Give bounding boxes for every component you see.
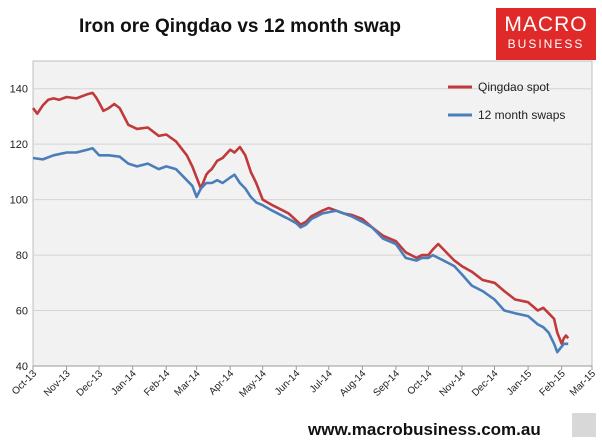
y-tick-label: 40	[16, 361, 28, 373]
grid-lines	[33, 88, 592, 312]
x-tick-label: Jan-14	[109, 368, 139, 398]
x-tick-label: Mar-14	[173, 368, 203, 398]
brand-logo: MACRO BUSINESS	[496, 8, 596, 60]
legend-label: Qingdao spot	[478, 80, 550, 94]
logo-line-macro: MACRO	[504, 13, 588, 36]
wolf-logo-icon	[572, 413, 596, 437]
x-tick-label: Nov-13	[42, 368, 73, 399]
x-tick-label: Mar-15	[568, 368, 598, 398]
plot-area	[32, 60, 593, 367]
x-tick-label: Aug-14	[338, 368, 369, 399]
x-tick-label: Jun-14	[273, 368, 303, 398]
x-tick-label: Apr-14	[207, 368, 236, 397]
x-axis: Oct-13 Nov-13 Dec-13 Jan-14 Feb-14 Mar-14 Apr-…	[10, 365, 598, 400]
x-tick-label: Dec-14	[470, 368, 501, 399]
legend-label: 12 month swaps	[478, 108, 565, 122]
series-line-qingdao-spot	[31, 91, 570, 346]
y-axis: 40 60 80 100 120 140	[10, 84, 28, 373]
y-tick-label: 120	[10, 139, 28, 151]
x-tick-label: May-14	[237, 368, 269, 400]
logo-line-business: BUSINESS	[507, 37, 585, 51]
footer-url: www.macrobusiness.com.au	[308, 420, 541, 439]
y-tick-label: 60	[16, 306, 28, 318]
series-line-12-month-swaps	[32, 147, 569, 354]
y-tick-label: 80	[16, 250, 28, 262]
y-tick-label: 140	[10, 84, 28, 96]
series-lines	[31, 91, 570, 354]
x-tick-label: Jan-15	[505, 368, 535, 398]
x-tick-label: Nov-14	[438, 368, 469, 399]
x-tick-label: Jul-14	[308, 368, 335, 395]
x-tick-label: Sep-14	[371, 368, 402, 399]
y-tick-label: 100	[10, 195, 28, 207]
chart-title: Iron ore Qingdao vs 12 month swap	[79, 16, 401, 37]
x-tick-label: Feb-14	[142, 368, 172, 398]
x-tick-label: Oct-14	[406, 368, 435, 397]
legend: Qingdao spot 12 month swaps	[448, 80, 565, 122]
x-tick-label: Dec-13	[75, 368, 106, 399]
x-tick-label: Feb-15	[538, 368, 568, 398]
